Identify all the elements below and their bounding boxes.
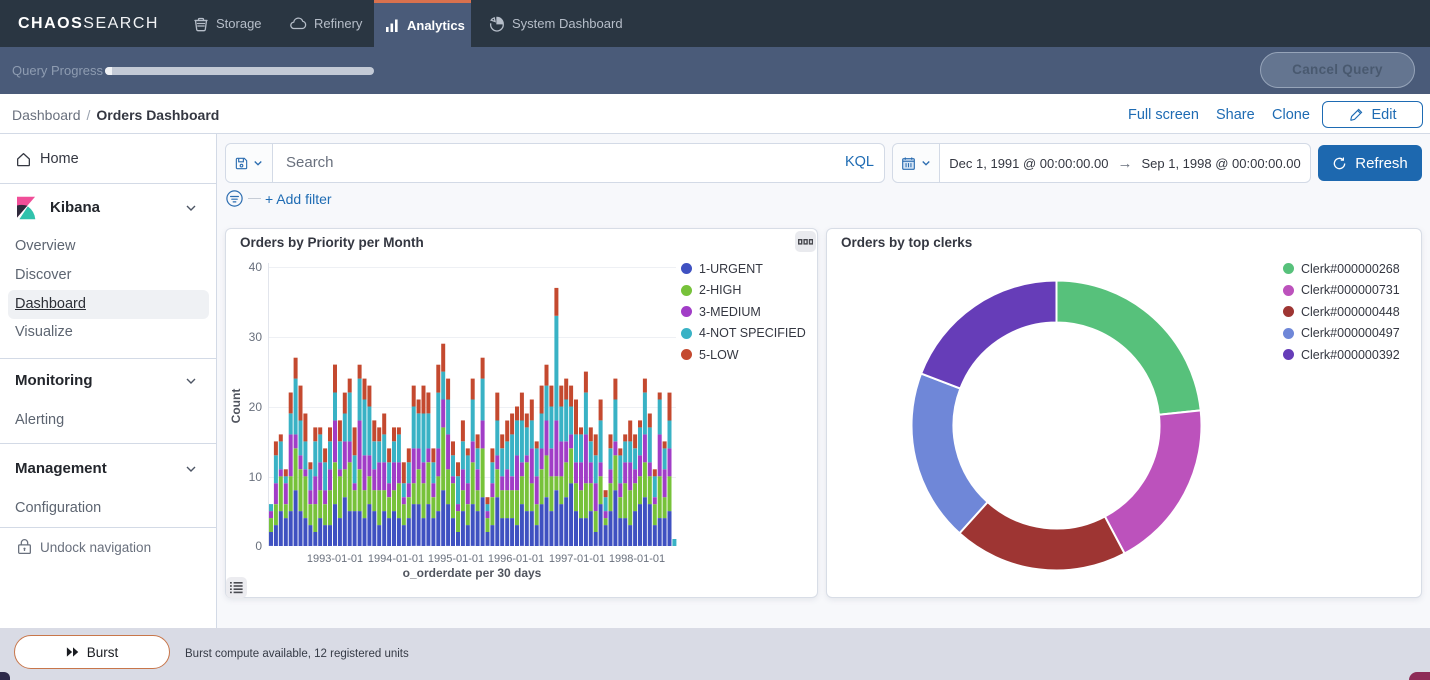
svg-text:1995-01-01: 1995-01-01: [428, 553, 484, 565]
svg-text:0: 0: [255, 539, 262, 553]
svg-text:1997-01-01: 1997-01-01: [549, 553, 605, 565]
svg-text:20: 20: [249, 400, 263, 414]
svg-text:o_orderdate per 30 days: o_orderdate per 30 days: [403, 566, 542, 580]
svg-text:1998-01-01: 1998-01-01: [609, 553, 665, 565]
svg-text:Count: Count: [229, 389, 243, 424]
svg-text:1994-01-01: 1994-01-01: [368, 553, 424, 565]
svg-text:40: 40: [249, 260, 263, 274]
svg-text:1996-01-01: 1996-01-01: [488, 553, 544, 565]
svg-text:1993-01-01: 1993-01-01: [307, 553, 363, 565]
svg-text:10: 10: [249, 470, 263, 484]
svg-text:30: 30: [249, 330, 263, 344]
